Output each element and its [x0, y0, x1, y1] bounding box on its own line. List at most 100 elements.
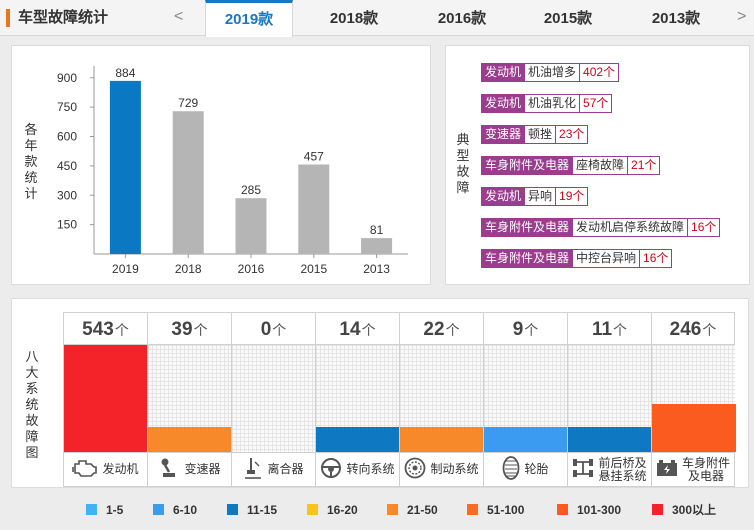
systems-panel: 八大系统故障图 543个 发动机 39个 变速器 0个 离合器 14个 转向系统 22个 制动系统…	[11, 298, 749, 488]
legend-item: 6-10	[153, 503, 197, 517]
x-tick-label: 2016	[238, 262, 265, 276]
system-count: 246个	[651, 312, 735, 345]
fault-tag[interactable]: 车身附件及电器 发动机启停系统故障 16个	[481, 218, 721, 237]
system-count: 14个	[315, 312, 399, 345]
system-label-text: 轮胎	[524, 462, 549, 476]
tab-2015[interactable]: 2015款	[543, 10, 593, 27]
system-count-value: 39	[171, 319, 193, 340]
year-chart-label-text: 各年款统计	[24, 122, 38, 201]
fault-count: 16个	[688, 218, 721, 237]
system-count-value: 246	[669, 319, 702, 340]
tab-2019[interactable]: 2019款	[205, 0, 293, 37]
y-tick-label: 450	[57, 159, 77, 173]
legend-swatch	[557, 504, 568, 515]
fault-count: 19个	[556, 187, 589, 206]
system-label-text: 前后桥及 悬挂系统	[598, 455, 647, 483]
clutch-pedal-icon	[243, 456, 263, 483]
x-tick-label: 2015	[300, 262, 327, 276]
y-tick-label: 300	[57, 188, 77, 202]
fault-name: 机油增多	[525, 63, 581, 82]
bar-2016	[235, 198, 267, 254]
bar-2019	[109, 80, 141, 254]
bar-2018	[172, 111, 204, 254]
system-bar	[568, 427, 652, 452]
fault-tag[interactable]: 发动机 机油乳化 57个	[481, 94, 613, 113]
system-label-text: 发动机	[102, 462, 139, 476]
system-bar-area	[651, 345, 736, 452]
faults-panel: 典型故障 发动机 机油增多 402个 发动机 机油乳化 57个 变速器 顿挫 23个 车身附件及电…	[445, 45, 750, 285]
y-tick-label: 750	[57, 100, 77, 114]
x-tick-label: 2018	[175, 262, 202, 276]
axle-icon	[572, 457, 594, 482]
systems-label: 八大系统故障图	[25, 349, 39, 461]
fault-system: 变速器	[481, 125, 526, 144]
fault-tag[interactable]: 发动机 异响 19个	[481, 187, 589, 206]
gearshift-icon	[158, 457, 180, 482]
system-label-text: 转向系统	[346, 462, 395, 476]
tab-2013[interactable]: 2013款	[651, 10, 701, 27]
fault-tag[interactable]: 车身附件及电器 座椅故障 21个	[481, 156, 661, 175]
system-count: 39个	[147, 312, 231, 345]
system-label-text: 制动系统	[430, 462, 479, 476]
fault-system: 发动机	[481, 187, 526, 206]
system-label: 车身附件 及电器	[651, 452, 735, 487]
legend-label: 16-20	[327, 503, 358, 517]
system-count-unit: 个	[361, 322, 376, 338]
system-count-value: 22	[423, 319, 445, 340]
fault-count: 21个	[628, 156, 661, 175]
y-tick-label: 900	[57, 71, 77, 85]
tab-2018[interactable]: 2018款	[329, 10, 379, 27]
y-tick-label: 600	[57, 130, 77, 144]
system-count-unit: 个	[524, 322, 539, 338]
legend-swatch	[86, 504, 97, 515]
tire-icon	[502, 456, 520, 483]
bar-value-label: 81	[370, 223, 384, 237]
system-bar	[400, 427, 484, 452]
legend-swatch	[153, 504, 164, 515]
system-count-unit: 个	[613, 322, 628, 338]
fault-system: 车身附件及电器	[481, 249, 574, 268]
bar-value-label: 884	[115, 66, 135, 80]
legend-swatch	[467, 504, 478, 515]
system-label: 变速器	[147, 452, 231, 487]
year-chart-panel: 各年款统计 150 300 450 600 750 900 884 2019 729 2018 28…	[11, 45, 431, 285]
system-count: 11个	[567, 312, 651, 345]
system-bar-area	[315, 345, 400, 452]
legend-item: 51-100	[467, 503, 524, 517]
tab-2016[interactable]: 2016款	[437, 10, 487, 27]
year-bar-chart: 150 300 450 600 750 900 884 2019 729 2018 285 2016 4…	[57, 66, 408, 276]
legend-swatch	[652, 504, 663, 515]
bar-2015	[298, 164, 330, 254]
bar-value-label: 729	[178, 96, 198, 110]
fault-count: 57个	[580, 94, 613, 113]
fault-tag[interactable]: 变速器 顿挫 23个	[481, 125, 589, 144]
legend-item: 21-50	[387, 503, 438, 517]
system-label: 离合器	[231, 452, 315, 487]
battery-icon	[656, 458, 678, 481]
fault-name: 中控台异响	[573, 249, 641, 268]
bar-value-label: 457	[304, 150, 324, 164]
system-label-text: 变速器	[184, 462, 221, 476]
system-bar-area	[147, 345, 232, 452]
system-count: 9个	[483, 312, 567, 345]
legend-item: 16-20	[307, 503, 358, 517]
system-count-unit: 个	[193, 322, 208, 338]
system-count-unit: 个	[445, 322, 460, 338]
systems-label-text: 八大系统故障图	[25, 349, 39, 460]
fault-name: 发动机启停系统故障	[573, 218, 689, 237]
system-bar-area	[63, 345, 148, 452]
faults-label-text: 典型故障	[456, 132, 470, 195]
fault-tag[interactable]: 发动机 机油增多 402个	[481, 63, 620, 82]
fault-tag[interactable]: 车身附件及电器 中控台异响 16个	[481, 249, 673, 268]
x-tick-label: 2013	[363, 262, 390, 276]
x-tick-label: 2019	[112, 262, 139, 276]
system-bar-area	[399, 345, 484, 452]
color-legend: 1-5 6-10 11-15 16-20 21-50 51-100 101-300 300以上	[0, 503, 754, 517]
prev-arrow-icon[interactable]: <	[174, 8, 184, 25]
fault-name: 顿挫	[525, 125, 557, 144]
system-bar	[316, 427, 400, 452]
system-count: 22个	[399, 312, 483, 345]
page-title: 车型故障统计	[6, 9, 108, 27]
fault-name: 异响	[525, 187, 557, 206]
next-arrow-icon[interactable]: >	[737, 8, 747, 25]
